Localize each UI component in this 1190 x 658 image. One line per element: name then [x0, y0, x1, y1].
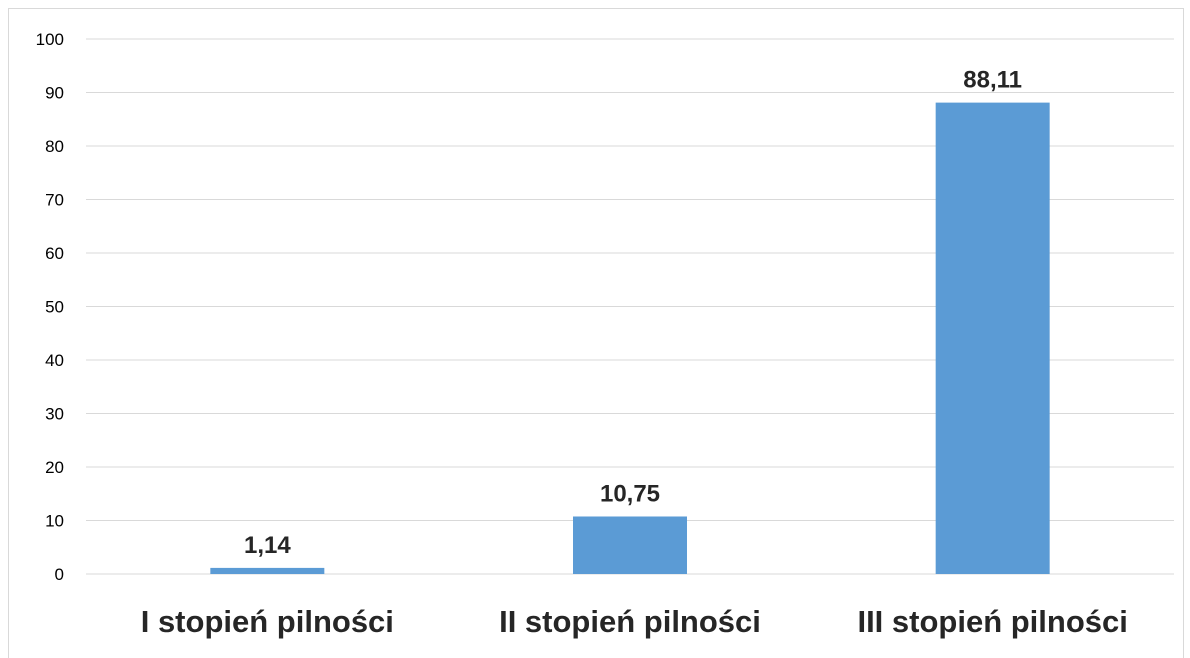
- data-label: 1,14: [244, 532, 291, 559]
- category-labels: I stopień pilności II stopień pilności III…: [141, 604, 1128, 639]
- y-tick-label: 10: [45, 512, 64, 531]
- category-label: I stopień pilności: [141, 604, 394, 639]
- data-label: 88,11: [963, 67, 1022, 94]
- y-axis-tick-labels: 0 10 20 30 40 50 60 70 80 90 100: [36, 30, 64, 584]
- y-tick-label: 40: [45, 351, 64, 370]
- category-label: III stopień pilności: [857, 604, 1127, 639]
- bar: [935, 102, 1050, 574]
- y-tick-label: 0: [55, 565, 64, 584]
- data-labels: 1,14 10,75 88,11: [244, 67, 1022, 559]
- y-tick-label: 80: [45, 137, 64, 156]
- y-tick-label: 50: [45, 298, 64, 317]
- y-tick-label: 70: [45, 191, 64, 210]
- bars: [210, 102, 1050, 574]
- category-label: II stopień pilności: [499, 604, 761, 639]
- y-tick-label: 100: [36, 30, 64, 49]
- y-tick-label: 90: [45, 84, 64, 103]
- chart-frame: [8, 8, 1184, 658]
- bar: [573, 516, 687, 574]
- y-tick-label: 60: [45, 244, 64, 263]
- data-label: 10,75: [600, 480, 660, 507]
- y-tick-label: 30: [45, 405, 64, 424]
- y-tick-label: 20: [45, 458, 64, 477]
- bar: [210, 567, 325, 574]
